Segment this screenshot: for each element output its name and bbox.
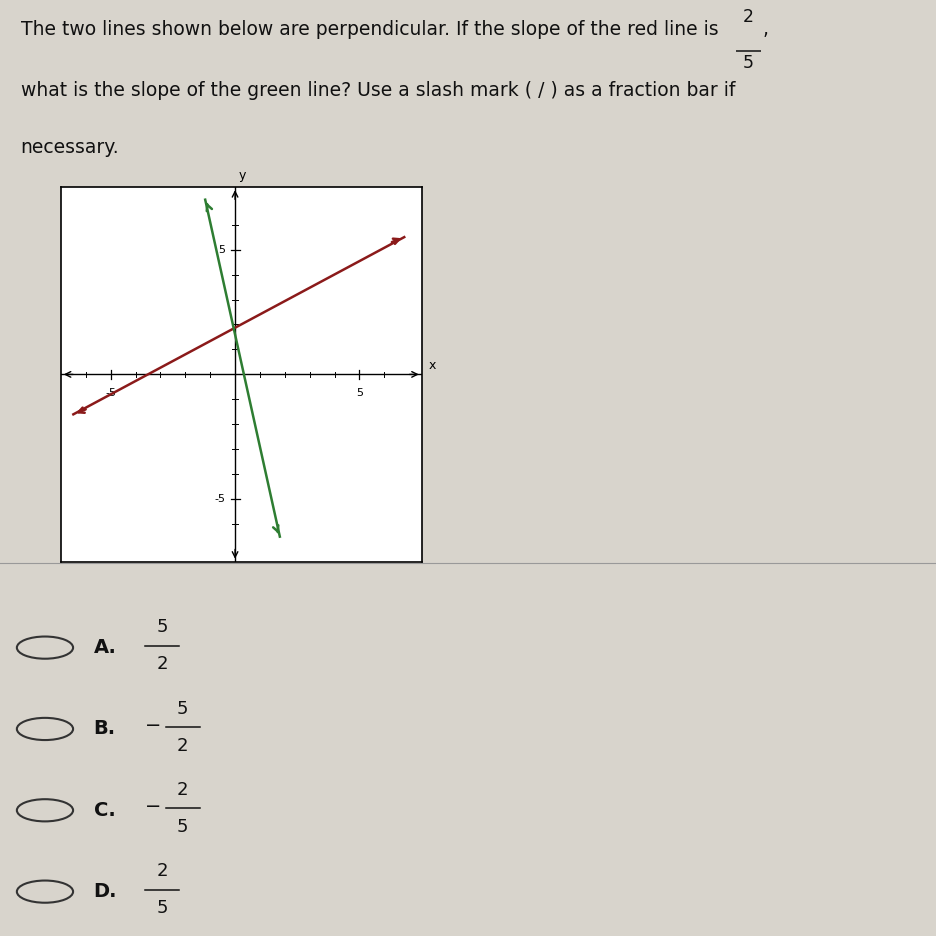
Text: 5: 5: [177, 699, 188, 718]
Text: −: −: [145, 716, 161, 735]
Text: necessary.: necessary.: [21, 139, 119, 157]
Text: 5: 5: [356, 388, 362, 398]
Text: B.: B.: [94, 720, 116, 739]
Text: 5: 5: [156, 899, 168, 917]
Text: 5: 5: [218, 244, 225, 255]
Text: x: x: [429, 359, 436, 373]
Text: -5: -5: [214, 494, 225, 505]
Text: 2: 2: [177, 781, 188, 799]
Text: −: −: [145, 797, 161, 816]
Text: D.: D.: [94, 882, 117, 901]
Text: 5: 5: [156, 619, 168, 636]
Text: 2: 2: [156, 655, 168, 673]
Text: C.: C.: [94, 801, 115, 820]
Text: 5: 5: [742, 54, 753, 72]
Text: y: y: [239, 169, 246, 183]
Text: 2: 2: [742, 8, 753, 26]
Text: A.: A.: [94, 638, 116, 657]
Text: The two lines shown below are perpendicular. If the slope of the red line is: The two lines shown below are perpendicu…: [21, 21, 724, 39]
Text: 5: 5: [177, 818, 188, 836]
Text: 2: 2: [177, 737, 188, 754]
Text: what is the slope of the green line? Use a slash mark ( / ) as a fraction bar if: what is the slope of the green line? Use…: [21, 80, 734, 100]
Text: 2: 2: [156, 862, 168, 880]
Text: -5: -5: [105, 388, 116, 398]
Text: ,: ,: [762, 21, 768, 39]
